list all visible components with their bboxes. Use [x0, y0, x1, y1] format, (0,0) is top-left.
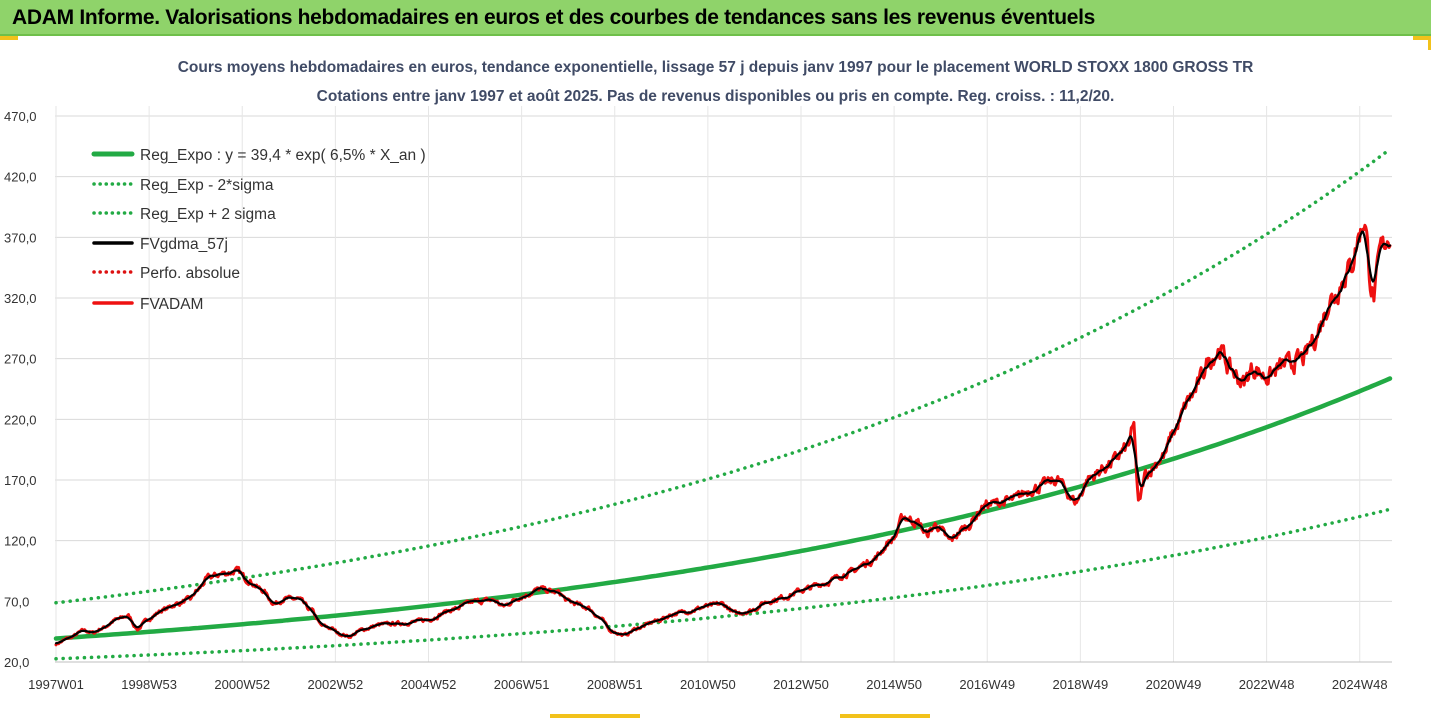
x-tick-label: 2010W50: [680, 677, 736, 692]
series-lines: [53, 147, 1393, 661]
corner-marker-top-left: [0, 36, 18, 40]
x-tick-label: 2002W52: [308, 677, 364, 692]
x-tick-label: 2020W49: [1146, 677, 1202, 692]
x-tick-label: 1998W53: [121, 677, 177, 692]
legend: Reg_Expo : y = 39,4 * exp( 6,5% * X_an )…: [91, 147, 426, 313]
corner-marker-top-right: [1413, 36, 1431, 40]
series-line-price: [54, 223, 1392, 647]
legend-label: Reg_Expo : y = 39,4 * exp( 6,5% * X_an ): [140, 147, 426, 164]
chart-title: Cours moyens hebdomadaires en euros, ten…: [177, 59, 1254, 76]
series-line-lower: [54, 507, 1392, 661]
legend-label: Reg_Exp + 2 sigma: [140, 206, 276, 223]
y-tick-label: 20,0: [4, 655, 29, 670]
x-tick-label: 2012W50: [773, 677, 829, 692]
y-tick-label: 370,0: [4, 230, 37, 245]
corner-marker-top-right-vertical: [1428, 36, 1431, 50]
y-tick-label: 270,0: [4, 352, 37, 367]
y-tick-label: 70,0: [4, 594, 29, 609]
corner-marker-bottom-left: [550, 714, 640, 718]
legend-label: Perfo. absolue: [140, 265, 240, 282]
x-tick-label: 2000W52: [214, 677, 270, 692]
y-tick-label: 320,0: [4, 291, 37, 306]
x-tick-label: 2014W50: [866, 677, 922, 692]
x-tick-label: 2016W49: [959, 677, 1015, 692]
x-tick-label: 2018W49: [1053, 677, 1109, 692]
x-tick-labels: 1997W01 1998W53 2000W52 2002W52 2004W52 2006W…: [28, 677, 1387, 692]
corner-marker-bottom-right: [840, 714, 930, 718]
x-tick-label: 1997W01: [28, 677, 84, 692]
header-banner: ADAM Informe. Valorisations hebdomadaire…: [0, 0, 1431, 36]
series-line-smooth: [54, 230, 1392, 645]
y-tick-label: 170,0: [4, 473, 37, 488]
x-tick-label: 2008W51: [587, 677, 643, 692]
x-tick-label: 2006W51: [494, 677, 550, 692]
chart-subtitle: Cotations entre janv 1997 et août 2025. …: [316, 88, 1115, 105]
x-tick-label: 2004W52: [401, 677, 457, 692]
y-tick-label: 470,0: [4, 109, 37, 124]
legend-label: FVADAM: [140, 296, 203, 313]
y-tick-labels: 20,0 70,0 120,0 170,0 220,0 270,0 320,0 370,0 42…: [4, 109, 37, 670]
legend-label: Reg_Exp - 2*sigma: [140, 177, 274, 194]
y-tick-label: 120,0: [4, 534, 37, 549]
legend-label: FVgdma_57j: [140, 236, 228, 253]
x-tick-label: 2022W48: [1239, 677, 1295, 692]
series-line-reg: [53, 376, 1393, 641]
banner-title: ADAM Informe. Valorisations hebdomadaire…: [12, 6, 1096, 29]
series-line-upper: [54, 147, 1392, 605]
x-tick-label: 2024W48: [1332, 677, 1388, 692]
y-tick-label: 420,0: [4, 170, 37, 185]
y-tick-label: 220,0: [4, 412, 37, 427]
